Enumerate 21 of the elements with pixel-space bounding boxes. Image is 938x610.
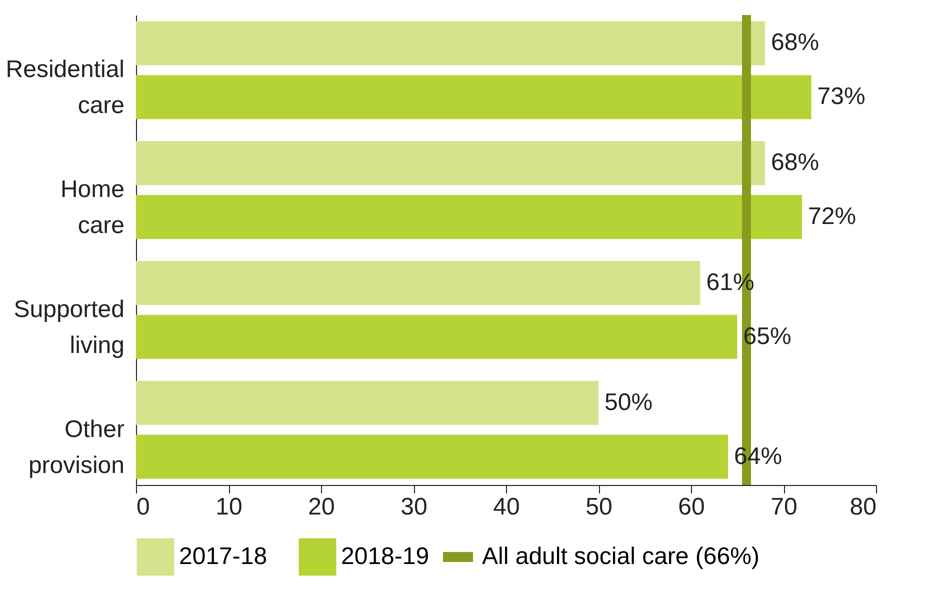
x-tick-label: 50 <box>586 494 612 520</box>
data-label: 73% <box>817 83 866 110</box>
y-tick-label: Residential care <box>6 56 124 120</box>
data-label: 68% <box>771 29 820 56</box>
data-label: 72% <box>808 202 856 230</box>
data-label: 68% <box>771 149 820 176</box>
x-tick-label: 70 <box>770 494 798 520</box>
legend-label: 2017-18 <box>179 542 268 570</box>
x-tick-label: 0 <box>136 494 150 520</box>
x-tick-label: 20 <box>308 494 335 520</box>
x-tick-label: 30 <box>400 494 428 520</box>
legend-label: 2018-19 <box>341 542 430 570</box>
y-tick-label: Supported living <box>14 296 124 359</box>
x-tick-label: 60 <box>678 494 705 520</box>
x-tick-label: 10 <box>216 494 242 520</box>
legend-label: All adult social care (66%) <box>482 543 760 570</box>
data-label: 50% <box>604 388 653 416</box>
x-tick-label: 80 <box>850 494 876 520</box>
y-tick-label: Home care <box>60 176 124 240</box>
y-tick-label: Other provision <box>28 416 124 479</box>
x-tick-label: 40 <box>493 494 520 520</box>
